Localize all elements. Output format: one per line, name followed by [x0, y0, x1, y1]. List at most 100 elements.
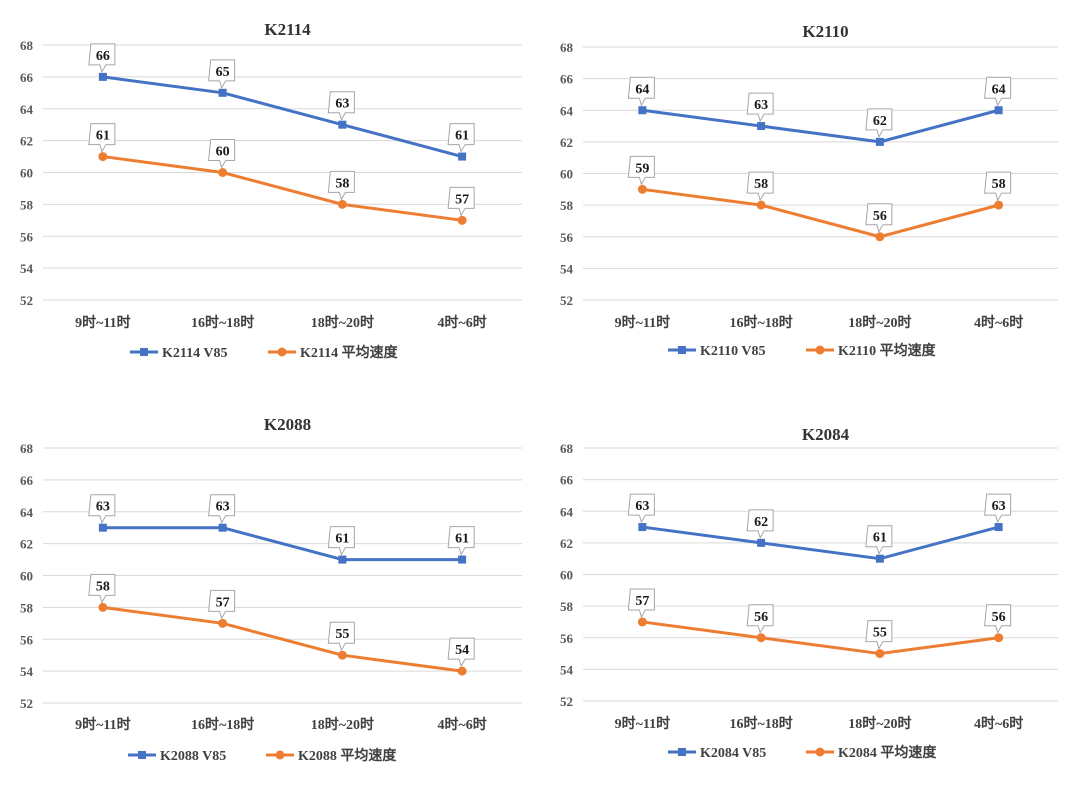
data-label-callout: 63 [88, 494, 116, 524]
data-point-v85 [458, 555, 467, 564]
data-label: 61 [873, 531, 887, 546]
data-label: 58 [992, 177, 1006, 192]
data-label: 57 [635, 594, 649, 609]
legend-label: K2110 平均速度 [838, 342, 937, 359]
legend-item-v85: K2088 V85 [128, 749, 226, 764]
data-label: 58 [335, 176, 349, 191]
legend-item-avg: K2084 平均速度 [806, 744, 937, 761]
data-point-avg [994, 633, 1004, 643]
legend-label: K2088 V85 [160, 749, 226, 764]
y-tick-label: 66 [560, 72, 574, 87]
y-tick-label: 58 [560, 198, 574, 213]
x-tick-label: 4时~6时 [974, 314, 1023, 331]
series-line-v85 [640, 525, 1001, 561]
data-point-v85 [757, 122, 766, 131]
x-tick-label: 16时~18时 [191, 716, 254, 733]
data-label: 63 [96, 500, 110, 515]
data-label: 63 [992, 499, 1006, 514]
data-label: 63 [635, 499, 649, 514]
chart-k2084-svg: K2084 52 54 56 58 60 62 64 66 68 9时~11时 16时~18时 18时~… [560, 425, 1058, 761]
data-point-avg [637, 617, 647, 627]
y-tick-label: 56 [20, 632, 34, 647]
y-tick-label: 54 [20, 664, 34, 679]
x-tick-label: 4时~6时 [437, 314, 486, 331]
data-point-avg [637, 184, 647, 194]
data-label-callout: 63 [208, 494, 236, 524]
data-label: 59 [635, 161, 649, 176]
y-tick-label: 66 [20, 70, 34, 85]
x-tick-label: 18时~20时 [311, 314, 374, 331]
data-label-callout: 56 [746, 604, 774, 635]
y-tick-label: 54 [560, 261, 574, 276]
y-tick-label: 64 [20, 505, 34, 520]
series-line-avg [640, 187, 1001, 239]
data-point-avg [457, 666, 467, 676]
data-point-avg [756, 200, 766, 210]
x-tick-label: 4时~6时 [974, 715, 1023, 732]
legend-label: K2088 平均速度 [298, 747, 397, 764]
y-tick-label: 52 [20, 293, 33, 308]
y-tick-label: 66 [20, 473, 34, 488]
data-point-v85 [98, 72, 107, 81]
data-point-v85 [875, 554, 884, 563]
data-label-callout: 63 [327, 91, 355, 121]
data-label: 61 [455, 129, 469, 144]
legend-item-avg: K2088 平均速度 [266, 747, 397, 764]
data-label: 55 [873, 626, 887, 641]
data-label: 63 [335, 97, 349, 112]
x-tick-label: 4时~6时 [437, 716, 486, 733]
data-label-callout: 57 [208, 589, 236, 620]
y-tick-label: 68 [560, 441, 574, 456]
data-point-v85 [638, 106, 647, 115]
x-tick-label: 18时~20时 [311, 716, 374, 733]
data-label-callout: 61 [447, 526, 475, 556]
legend-label: K2084 V85 [700, 746, 766, 761]
data-label: 54 [455, 643, 469, 658]
data-label-callout: 63 [627, 493, 655, 524]
chart-panel-k2084: K2084 52 54 56 58 60 62 64 66 68 9时~11时 16时~18时 18时~… [540, 390, 1080, 786]
data-label: 61 [335, 532, 349, 547]
chart-title: K2088 [264, 415, 311, 434]
data-label-callout: 64 [984, 76, 1012, 107]
data-point-v85 [338, 555, 347, 564]
chart-title: K2114 [264, 20, 311, 39]
legend-item-v85: K2114 V85 [130, 346, 227, 361]
data-label: 60 [216, 145, 230, 160]
x-tick-label: 18时~20时 [848, 314, 911, 331]
series-line-avg [640, 620, 1001, 656]
data-label-callout: 61 [447, 123, 475, 153]
y-tick-label: 52 [560, 293, 573, 308]
data-label-callout: 61 [865, 525, 893, 555]
legend-item-avg: K2114 平均速度 [268, 344, 399, 361]
y-tick-label: 52 [560, 694, 573, 709]
y-tick-label: 62 [20, 537, 33, 552]
y-tick-label: 62 [560, 135, 573, 150]
data-point-v85 [98, 523, 107, 532]
data-point-v85 [875, 137, 884, 146]
legend-item-v85: K2084 V85 [668, 746, 766, 761]
legend-label: K2114 平均速度 [300, 344, 399, 361]
y-tick-label: 58 [560, 599, 574, 614]
data-point-v85 [994, 106, 1003, 115]
legend-item-avg: K2110 平均速度 [806, 342, 937, 359]
series-line-avg [101, 155, 464, 222]
data-label-callout: 56 [984, 604, 1012, 635]
data-label-callout: 63 [746, 92, 774, 123]
data-label: 64 [992, 82, 1006, 97]
data-point-avg [218, 168, 228, 177]
y-tick-label: 66 [560, 473, 574, 488]
x-tick-label: 16时~18时 [729, 715, 792, 732]
data-label-callout: 57 [447, 186, 475, 217]
series-line-avg [101, 605, 464, 673]
data-label: 55 [335, 627, 349, 642]
data-label: 57 [216, 595, 230, 610]
data-label-callout: 64 [627, 76, 655, 107]
data-label: 56 [992, 610, 1006, 625]
data-point-v85 [218, 88, 227, 97]
x-tick-label: 18时~20时 [848, 715, 911, 732]
data-label-callout: 56 [865, 203, 893, 234]
y-tick-label: 60 [20, 166, 33, 181]
data-label: 63 [754, 98, 768, 113]
data-label: 57 [455, 192, 469, 207]
chart-panel-k2114: K2114 52 54 56 58 60 62 64 66 68 9时~11时 16时~18时 18时~… [0, 0, 540, 395]
